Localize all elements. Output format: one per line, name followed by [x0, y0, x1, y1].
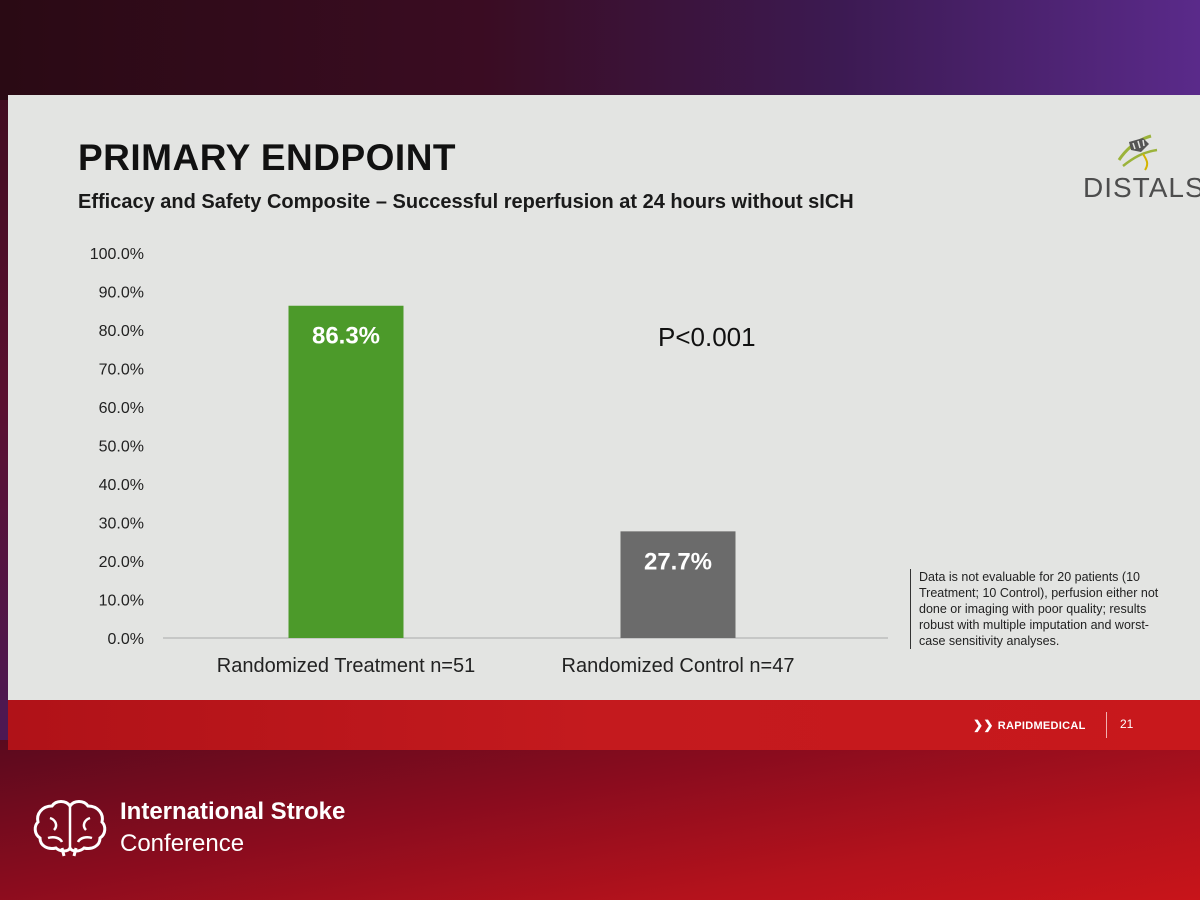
conference-name-line2: Conference: [120, 830, 245, 857]
slide-footer: ❯❯ RAPIDMEDICAL 21: [8, 700, 1200, 750]
slide-title: PRIMARY ENDPOINT: [78, 137, 457, 178]
y-tick-label: 60.0%: [99, 400, 144, 417]
conference-branding: International Stroke Conference: [32, 796, 452, 866]
y-axis-ticks: 0.0% 10.0% 20.0% 30.0% 40.0% 50.0% 60.0% 70.0% 8…: [90, 246, 144, 648]
y-tick-label: 0.0%: [108, 631, 144, 648]
page-number: 21: [1120, 717, 1134, 731]
y-tick-label: 30.0%: [99, 516, 144, 533]
slide-subtitle: Efficacy and Safety Composite – Successf…: [78, 191, 854, 213]
footnote: Data is not evaluable for 20 patients (1…: [910, 569, 1169, 649]
x-category-label: Randomized Treatment n=51: [217, 655, 476, 677]
y-tick-label: 100.0%: [90, 246, 144, 263]
bar: [620, 531, 736, 638]
background-top: [0, 0, 1200, 100]
p-value-annotation: P<0.001: [658, 322, 756, 352]
bar-chart: 0.0% 10.0% 20.0% 30.0% 40.0% 50.0% 60.0% 70.0% 8…: [90, 246, 888, 677]
brain-icon: [33, 800, 107, 857]
presentation-slide: PRIMARY ENDPOINT Efficacy and Safety Com…: [8, 95, 1200, 750]
bar: [288, 305, 404, 638]
y-tick-label: 20.0%: [99, 554, 144, 571]
y-tick-label: 70.0%: [99, 362, 144, 379]
y-tick-label: 80.0%: [99, 323, 144, 340]
y-tick-label: 40.0%: [99, 477, 144, 494]
logo-text: DISTALS: [1083, 172, 1200, 203]
x-axis-labels: Randomized Treatment n=51 Randomized Cont…: [217, 655, 795, 677]
bars: 86.3% 27.7%: [288, 305, 736, 638]
y-tick-label: 90.0%: [99, 285, 144, 302]
footer-divider: [1106, 712, 1107, 738]
bar-data-label: 27.7%: [644, 548, 712, 575]
distals-logo: DISTALS: [1083, 130, 1200, 210]
background-bottom: [0, 740, 1200, 900]
tiger-logo-icon: [1117, 134, 1158, 171]
y-tick-label: 50.0%: [99, 439, 144, 456]
bar-data-label: 86.3%: [312, 323, 380, 350]
y-tick-label: 10.0%: [99, 593, 144, 610]
conference-name-line1: International Stroke: [120, 798, 346, 825]
brand-text: RAPIDMEDICAL: [997, 720, 1086, 732]
x-category-label: Randomized Control n=47: [562, 655, 795, 677]
brand-logo: ❯❯ RAPIDMEDICAL: [973, 718, 1086, 732]
rapid-medical-icon: ❯❯: [973, 718, 994, 732]
